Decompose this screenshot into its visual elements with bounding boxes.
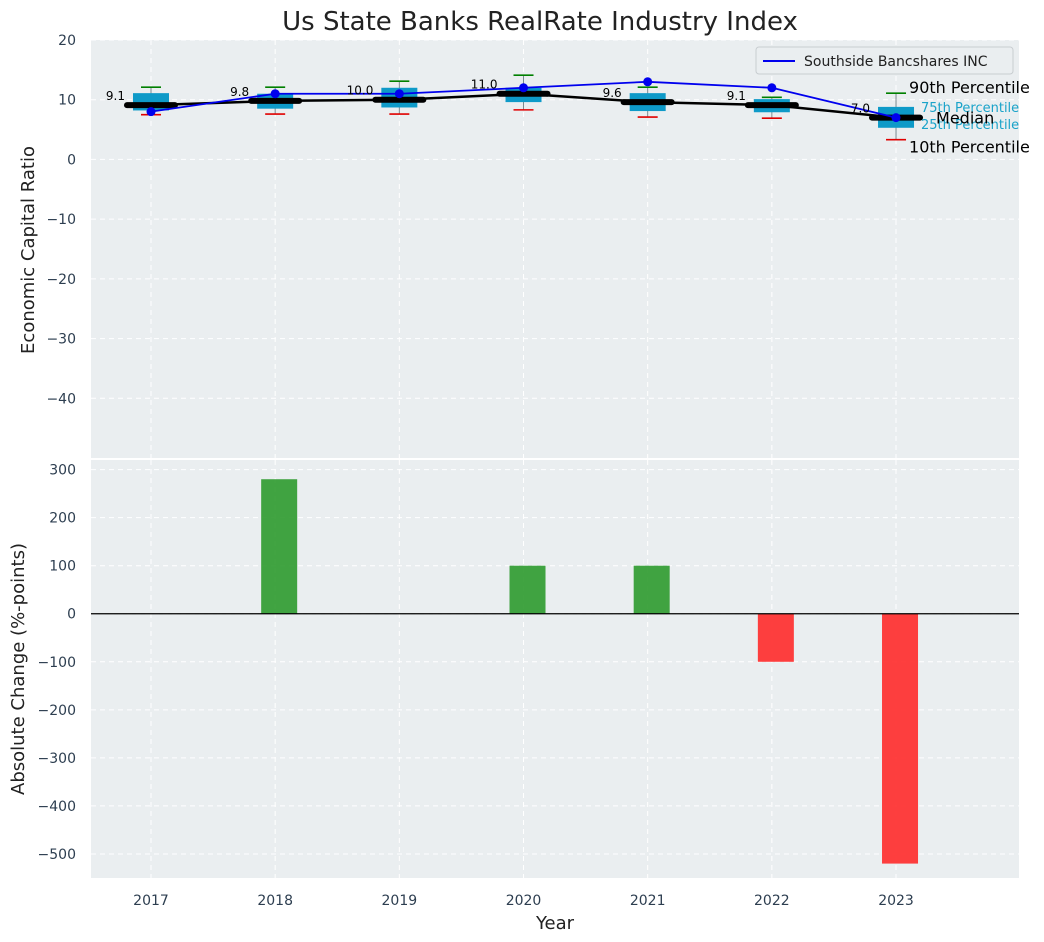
- bottom-y-tick-label: −500: [38, 847, 76, 863]
- legend: Southside Bancshares INC: [755, 46, 1014, 75]
- top-y-tick-label: 20: [58, 33, 76, 49]
- x-ticks: 2017 2018 2019 2020 2021 2022 2023: [133, 893, 914, 909]
- annotation-median: Median: [936, 109, 994, 128]
- median-trend-line: [150, 92, 897, 119]
- median-value-label: 7.0: [851, 102, 870, 116]
- company-point: [146, 107, 156, 117]
- median-value-label: 9.8: [230, 85, 249, 99]
- x-axis-label: Year: [535, 913, 575, 934]
- median-labels: 9.1 9.8 10.0 11.0 9.6 9.1 7.0: [106, 78, 870, 116]
- annotation-p10: 10th Percentile: [909, 138, 1030, 157]
- bottom-y-tick-label: 100: [49, 559, 76, 575]
- bottom-y-axis-label: Absolute Change (%-points): [8, 543, 29, 795]
- bottom-y-tick-label: −200: [38, 703, 76, 719]
- x-tick-label: 2020: [506, 893, 542, 909]
- chart-title: Us State Banks RealRate Industry Index: [282, 7, 798, 37]
- top-grid: [91, 39, 1019, 458]
- bottom-y-tick-label: −300: [38, 751, 76, 767]
- bottom-y-tick-label: 300: [49, 463, 76, 479]
- median-value-label: 9.1: [106, 89, 125, 103]
- x-tick-label: 2021: [630, 893, 666, 909]
- bottom-grid: [91, 460, 1019, 878]
- percentile-annotations: 90th Percentile 75th Percentile 25th Perce…: [909, 78, 1030, 157]
- top-y-tick-label: −30: [46, 332, 76, 348]
- top-y-tick-label: −40: [46, 391, 76, 407]
- change-bars: [91, 479, 1019, 864]
- top-y-ticks: 20 10 0 −10 −20 −30 −40: [46, 33, 76, 407]
- company-point: [767, 83, 777, 93]
- company-series: [146, 77, 901, 123]
- top-y-axis-label: Economic Capital Ratio: [18, 146, 39, 354]
- change-bar: [757, 613, 794, 662]
- company-point: [394, 89, 404, 99]
- bottom-y-tick-label: −400: [38, 799, 76, 815]
- x-tick-label: 2017: [133, 893, 169, 909]
- median-value-label: 9.1: [727, 89, 746, 103]
- top-y-tick-label: 10: [58, 93, 76, 109]
- bottom-y-tick-label: 0: [67, 607, 76, 623]
- x-tick-label: 2023: [878, 893, 914, 909]
- x-tick-label: 2022: [754, 893, 790, 909]
- change-bar: [261, 479, 298, 614]
- company-point: [891, 113, 901, 123]
- annotation-p25: 25th Percentile: [921, 118, 1019, 133]
- bottom-plot-area: [91, 460, 1019, 878]
- bottom-y-ticks: 300 200 100 0 −100 −200 −300 −400 −500: [38, 463, 76, 863]
- change-bar: [509, 565, 546, 614]
- annotation-p90: 90th Percentile: [909, 78, 1030, 97]
- legend-box: [755, 46, 1014, 75]
- legend-label-company: Southside Bancshares INC: [804, 54, 988, 70]
- company-point: [643, 77, 653, 87]
- x-tick-label: 2018: [257, 893, 293, 909]
- bottom-y-tick-label: −100: [38, 655, 76, 671]
- annotation-p75: 75th Percentile: [921, 101, 1019, 116]
- median-value-label: 11.0: [471, 78, 498, 92]
- bottom-y-tick-label: 200: [49, 511, 76, 527]
- change-bar: [633, 565, 670, 614]
- change-bar: [882, 613, 919, 864]
- company-point: [270, 89, 280, 99]
- median-value-label: 10.0: [347, 84, 374, 98]
- industry-median-line: [150, 92, 897, 119]
- top-y-tick-label: −20: [46, 272, 76, 288]
- company-point: [519, 83, 529, 93]
- x-tick-label: 2019: [382, 893, 418, 909]
- median-value-label: 9.6: [603, 86, 622, 100]
- top-y-tick-label: 0: [67, 152, 76, 168]
- panel-separator: [91, 458, 1019, 460]
- top-y-tick-label: −10: [46, 212, 76, 228]
